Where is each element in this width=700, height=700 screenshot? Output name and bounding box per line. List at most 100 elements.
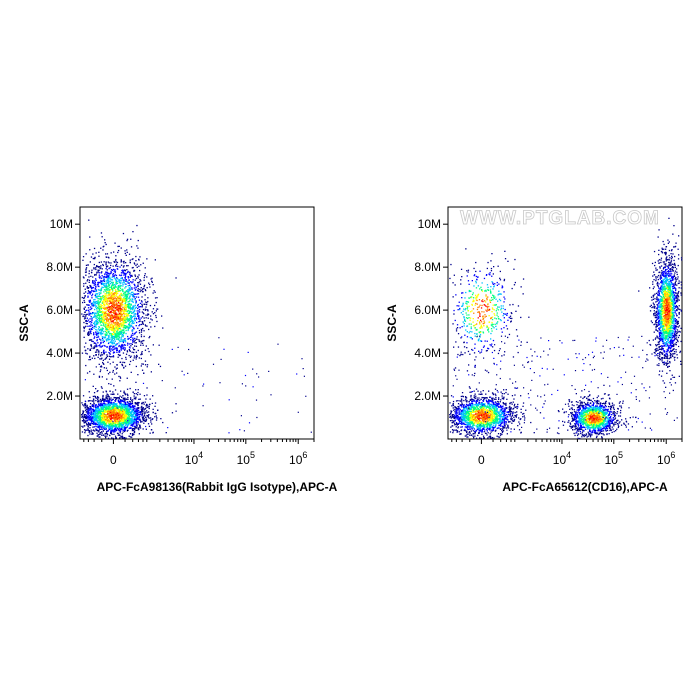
event-point bbox=[108, 322, 110, 324]
event-point bbox=[122, 317, 124, 319]
event-point bbox=[149, 398, 151, 400]
event-point bbox=[112, 406, 114, 408]
event-point bbox=[103, 340, 105, 342]
event-point bbox=[92, 414, 95, 416]
event-point bbox=[155, 412, 157, 415]
event-point bbox=[99, 423, 101, 425]
event-point bbox=[107, 342, 110, 345]
event-point bbox=[114, 297, 116, 299]
event-point bbox=[150, 354, 152, 356]
event-point bbox=[97, 397, 99, 399]
event-point bbox=[97, 415, 99, 417]
event-point bbox=[119, 266, 121, 268]
event-point bbox=[95, 416, 97, 418]
event-point bbox=[100, 386, 103, 388]
event-point bbox=[118, 290, 121, 292]
event-point bbox=[118, 413, 120, 416]
event-point bbox=[101, 280, 103, 283]
event-point bbox=[94, 308, 96, 311]
event-point bbox=[154, 291, 156, 293]
event-point bbox=[101, 301, 104, 303]
event-point bbox=[131, 323, 133, 325]
event-point bbox=[123, 327, 125, 329]
event-point bbox=[105, 318, 108, 320]
event-point bbox=[101, 419, 103, 422]
event-point bbox=[122, 261, 124, 263]
event-point bbox=[129, 298, 131, 300]
event-point bbox=[120, 323, 122, 325]
event-point bbox=[101, 405, 103, 407]
event-point bbox=[138, 418, 140, 420]
event-point bbox=[142, 322, 144, 324]
event-point bbox=[134, 289, 136, 291]
event-point bbox=[106, 419, 109, 421]
event-point bbox=[133, 269, 136, 272]
event-point bbox=[142, 308, 145, 311]
event-point bbox=[111, 426, 113, 428]
event-point bbox=[117, 413, 119, 415]
event-point bbox=[132, 359, 134, 361]
event-point bbox=[123, 311, 125, 313]
event-point bbox=[120, 311, 122, 313]
event-point bbox=[88, 325, 91, 327]
event-point bbox=[117, 353, 120, 356]
event-point bbox=[86, 280, 88, 282]
event-point bbox=[103, 296, 105, 298]
event-point bbox=[120, 264, 123, 266]
event-point bbox=[104, 414, 106, 416]
event-point bbox=[123, 298, 125, 300]
event-point bbox=[117, 302, 120, 304]
event-point bbox=[123, 367, 125, 369]
event-point bbox=[126, 315, 128, 317]
event-point bbox=[96, 405, 99, 407]
event-point bbox=[132, 419, 134, 421]
event-point bbox=[90, 256, 93, 258]
event-point bbox=[109, 290, 111, 292]
event-point bbox=[83, 405, 85, 407]
event-point bbox=[83, 297, 85, 299]
event-point bbox=[160, 418, 162, 420]
event-point bbox=[117, 306, 119, 309]
event-point bbox=[105, 287, 107, 289]
event-point bbox=[123, 397, 125, 399]
event-point bbox=[103, 405, 105, 408]
event-point bbox=[97, 342, 99, 344]
event-point bbox=[140, 421, 142, 423]
event-point bbox=[134, 425, 136, 428]
event-point bbox=[91, 293, 94, 295]
event-point bbox=[137, 403, 139, 406]
event-point bbox=[110, 312, 112, 314]
event-point bbox=[141, 415, 143, 417]
event-point bbox=[104, 289, 106, 291]
event-point bbox=[88, 411, 90, 413]
event-point bbox=[133, 411, 135, 414]
event-point bbox=[117, 356, 119, 358]
event-point bbox=[122, 266, 125, 268]
event-point bbox=[95, 419, 97, 421]
event-point bbox=[102, 407, 105, 409]
event-point bbox=[108, 292, 110, 294]
event-point bbox=[144, 408, 146, 410]
event-point bbox=[102, 331, 105, 333]
event-point bbox=[85, 274, 87, 276]
event-point bbox=[120, 417, 122, 419]
event-point bbox=[132, 279, 134, 281]
event-point bbox=[148, 350, 150, 353]
event-point bbox=[92, 340, 94, 343]
event-point bbox=[140, 413, 142, 416]
event-point bbox=[89, 414, 91, 417]
event-point bbox=[98, 436, 100, 438]
event-point bbox=[90, 411, 92, 413]
event-point bbox=[122, 424, 124, 426]
event-point bbox=[120, 259, 122, 261]
event-point bbox=[91, 318, 93, 320]
event-point bbox=[142, 401, 144, 404]
event-point bbox=[140, 323, 142, 326]
event-point bbox=[97, 397, 100, 399]
event-point bbox=[139, 425, 141, 427]
event-point bbox=[128, 327, 131, 329]
event-point bbox=[141, 405, 143, 408]
event-point bbox=[101, 315, 103, 318]
event-point bbox=[115, 304, 117, 306]
event-point bbox=[126, 312, 128, 315]
